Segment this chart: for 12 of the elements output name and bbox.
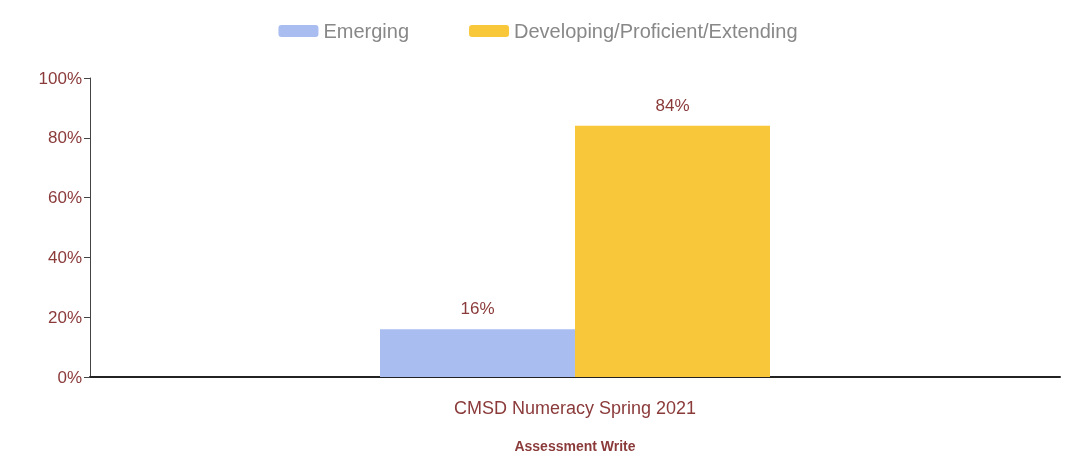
legend-label: Emerging: [323, 20, 410, 42]
x-axis-title: Assessment Write: [514, 438, 636, 454]
y-tick-label: 40%: [47, 247, 82, 267]
data-label: 84%: [655, 95, 690, 115]
data-label: 16%: [460, 299, 495, 319]
x-tick-label: CMSD Numeracy Spring 2021: [453, 398, 697, 418]
y-tick-label: 100%: [38, 68, 82, 88]
legend-label: Developing/Proficient/Extending: [514, 20, 798, 42]
y-tick-label: 0%: [57, 367, 82, 387]
y-tick-label: 20%: [47, 307, 82, 327]
y-tick-label: 80%: [47, 128, 82, 148]
y-tick-label: 60%: [47, 188, 82, 208]
